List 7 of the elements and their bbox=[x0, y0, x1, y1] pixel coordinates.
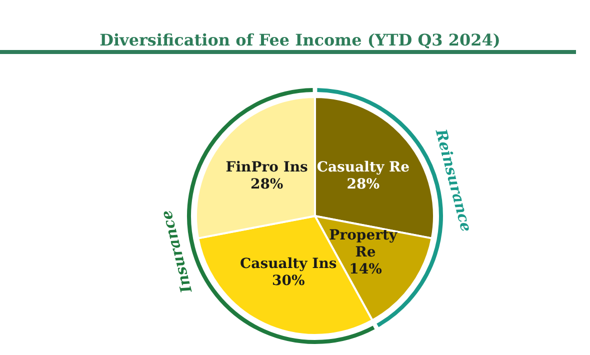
chart-title: Diversification of Fee Income (YTD Q3 2024) bbox=[100, 30, 500, 50]
slice-label: FinPro Ins bbox=[226, 160, 308, 176]
data-label: 28% bbox=[346, 176, 380, 193]
data-label: 14% bbox=[349, 262, 382, 278]
data-label: 30% bbox=[272, 273, 305, 290]
slice-label: Casualty Re bbox=[316, 160, 410, 176]
data-label: 28% bbox=[250, 176, 284, 193]
